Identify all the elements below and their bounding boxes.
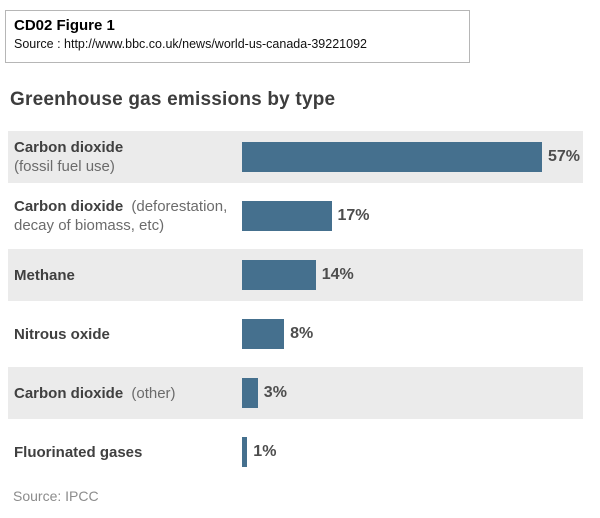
- figure-header: CD02 Figure 1 Source : http://www.bbc.co…: [5, 10, 470, 63]
- value-label: 1%: [253, 443, 277, 460]
- bar-nitrous-oxide: [242, 319, 285, 349]
- bar-carbon-dioxide-fossil: [242, 142, 542, 172]
- value-label: 8%: [290, 325, 314, 342]
- row-label: Carbon dioxide (other): [8, 384, 242, 403]
- row-label: Fluorinated gases: [8, 443, 242, 462]
- row-label-main: Fluorinated gases: [14, 443, 143, 461]
- row-plot: 57%: [242, 142, 583, 172]
- chart-row-carbon-dioxide-deforestation: Carbon dioxide (deforestation, decay of …: [8, 190, 583, 242]
- bar-carbon-dioxide-other: [242, 378, 258, 408]
- row-label: Methane: [8, 266, 242, 285]
- figure-header-source-url: Source : http://www.bbc.co.uk/news/world…: [14, 37, 367, 51]
- row-label-main: Carbon dioxide: [14, 139, 124, 156]
- row-label: Carbon dioxide (fossil fuel use): [8, 138, 242, 176]
- row-label: Carbon dioxide (deforestation, decay of …: [8, 197, 242, 235]
- chart-row-carbon-dioxide-fossil: Carbon dioxide (fossil fuel use) 57%: [8, 131, 583, 183]
- value-label: 57%: [548, 148, 581, 165]
- row-label-main: Carbon dioxide: [14, 198, 124, 215]
- chart-row-fluorinated-gases: Fluorinated gases 1%: [8, 426, 583, 478]
- bar-carbon-dioxide-deforestation: [242, 201, 332, 231]
- figure-header-title: CD02 Figure 1: [14, 17, 115, 34]
- row-label: Nitrous oxide: [8, 325, 242, 344]
- chart-title: Greenhouse gas emissions by type: [10, 89, 336, 110]
- value-label: 17%: [337, 207, 370, 224]
- bar-methane: [242, 260, 316, 290]
- row-label-main: Nitrous oxide: [14, 325, 110, 343]
- row-plot: 3%: [242, 378, 583, 408]
- chart-source: Source: IPCC: [13, 488, 99, 504]
- row-plot: 14%: [242, 260, 583, 290]
- row-plot: 1%: [242, 437, 583, 467]
- row-label-note: (other): [131, 384, 176, 402]
- chart-rows: Carbon dioxide (fossil fuel use) 57% Car…: [8, 131, 583, 478]
- row-label-main: Methane: [14, 266, 75, 284]
- row-plot: 8%: [242, 319, 583, 349]
- emissions-chart: Greenhouse gas emissions by type Carbon …: [0, 89, 600, 504]
- row-label-note: (deforestation, decay of biomass, etc): [14, 198, 228, 234]
- row-plot: 17%: [242, 201, 583, 231]
- row-label-main: Carbon dioxide: [14, 384, 124, 402]
- chart-row-methane: Methane 14%: [8, 249, 583, 301]
- value-label: 3%: [263, 384, 287, 401]
- chart-row-carbon-dioxide-other: Carbon dioxide (other) 3%: [8, 367, 583, 419]
- bar-fluorinated-gases: [242, 437, 248, 467]
- row-label-note: (fossil fuel use): [14, 158, 115, 175]
- chart-row-nitrous-oxide: Nitrous oxide 8%: [8, 308, 583, 360]
- value-label: 14%: [321, 266, 354, 283]
